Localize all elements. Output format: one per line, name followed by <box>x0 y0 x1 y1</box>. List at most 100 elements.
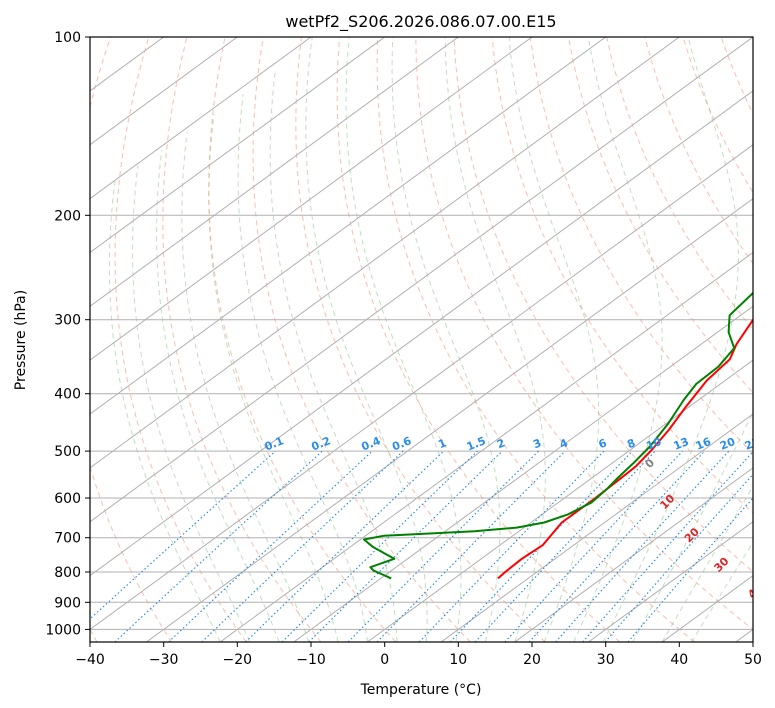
mixing-ratio-line <box>281 450 478 642</box>
mixing-ratio-label: 10 <box>644 435 663 453</box>
dry-adiabat <box>252 37 471 642</box>
x-tick-label: 0 <box>380 652 389 668</box>
moist-adiabat <box>508 37 600 642</box>
mixing-ratio-line <box>474 450 656 642</box>
moist-adiabat <box>444 37 546 642</box>
moist-adiabat <box>632 411 753 642</box>
mixing-ratio-label: 13 <box>672 435 691 453</box>
isotherm-line <box>293 305 753 642</box>
y-tick-label: 500 <box>54 444 81 460</box>
mixing-ratio-label: 25 <box>743 435 762 453</box>
mixing-ratio-line <box>376 450 566 642</box>
isotherm-line <box>90 90 753 577</box>
isotherm-line <box>440 413 753 642</box>
x-tick-label: −40 <box>75 652 105 668</box>
isotherm-line <box>367 359 753 642</box>
mixing-ratio-label: 16 <box>694 435 713 453</box>
mixing-ratio-line <box>347 450 539 642</box>
y-tick-label: 100 <box>54 30 81 46</box>
x-tick-label: −20 <box>223 652 253 668</box>
moist-adiabat <box>132 165 251 642</box>
x-tick-label: 20 <box>523 652 541 668</box>
isotherm-line <box>514 467 753 642</box>
mixing-ratio-line <box>604 473 753 642</box>
moist-adiabat <box>237 94 368 642</box>
y-tick-label: 1000 <box>45 622 81 638</box>
moist-adiabat <box>345 37 462 642</box>
dry-adiabat <box>295 37 546 642</box>
moist-adiabat <box>305 37 428 642</box>
x-tick-label: 10 <box>449 652 467 668</box>
moist-adiabat <box>661 485 753 642</box>
isotherm-line <box>146 197 753 642</box>
isotherm-line <box>90 37 753 523</box>
isotherm-line <box>90 37 606 415</box>
moist-adiabat <box>156 149 280 642</box>
y-tick-label: 600 <box>54 491 81 507</box>
y-tick-label: 300 <box>54 313 81 329</box>
mixing-ratio-line <box>555 450 730 642</box>
isotherm-line <box>90 37 680 469</box>
dry-adiabat <box>529 37 753 455</box>
isotherm-line <box>588 521 753 642</box>
mixing-ratio-line <box>449 450 633 642</box>
isotherm-line <box>90 37 533 361</box>
plot-area: 0.10.20.40.611.5234681013162025303601020… <box>90 37 765 642</box>
mixing-ratio-line <box>504 450 683 642</box>
x-tick-label: −30 <box>149 652 179 668</box>
mixing-ratio-line <box>308 450 503 642</box>
y-tick-label: 200 <box>54 208 81 224</box>
isotherm-line <box>90 37 238 146</box>
y-tick-label: 900 <box>54 595 81 611</box>
dewpoint-line <box>363 291 753 580</box>
x-axis: −40 −30 −20 −10 0 10 20 30 40 50 <box>75 642 762 668</box>
moist-adiabat <box>108 180 221 642</box>
dry-adiabat <box>114 37 247 642</box>
moist-adiabat <box>602 37 739 642</box>
x-axis-label: Temperature (°C) <box>360 682 482 698</box>
isotherm-line <box>219 251 753 642</box>
mixing-ratio-lines <box>90 450 753 642</box>
moist-adiabat <box>181 132 310 642</box>
mixing-ratio-label: 8 <box>625 436 637 451</box>
temperature-line <box>497 317 753 580</box>
x-tick-label: 40 <box>670 652 688 668</box>
mixing-ratio-line <box>528 450 706 642</box>
mixing-ratio-line <box>245 450 445 642</box>
dry-adiabat <box>415 37 753 631</box>
x-tick-label: 30 <box>597 652 615 668</box>
y-tick-label: 400 <box>54 387 81 403</box>
dry-adiabat <box>453 37 753 573</box>
isotherm-line <box>90 37 385 254</box>
moist-adiabat-label: 40 <box>745 581 765 601</box>
isotherm-line <box>90 37 459 307</box>
mixing-ratio-label: 1 <box>436 436 448 451</box>
moist-adiabat <box>269 72 398 642</box>
isotherm-line <box>90 144 753 631</box>
mixing-ratio-line <box>418 450 605 642</box>
mixing-ratio-line <box>90 450 276 620</box>
mixing-ratio-label: 20 <box>718 435 737 453</box>
profile-series <box>363 291 753 580</box>
dry-adiabat <box>568 37 753 394</box>
moist-adiabats <box>108 37 753 642</box>
y-axis-label: Pressure (hPa) <box>13 290 29 390</box>
mixing-ratio-line <box>582 450 753 642</box>
mixing-ratio-line <box>201 450 404 642</box>
moist-adiabat <box>573 37 663 642</box>
chart-title: wetPf2_S206.2026.086.07.00.E15 <box>285 12 556 32</box>
dry-adiabat <box>162 37 322 642</box>
dry-adiabat <box>90 37 173 642</box>
x-tick-label: 50 <box>744 652 762 668</box>
dry-adiabat <box>491 37 753 514</box>
moist-adiabat <box>208 114 339 642</box>
y-axis: 100 200 300 400 500 600 700 800 900 1000 <box>45 30 90 638</box>
y-tick-label: 700 <box>54 531 81 547</box>
x-tick-label: −10 <box>296 652 326 668</box>
grid <box>90 37 753 642</box>
moist-adiabat <box>391 37 501 642</box>
mixing-ratio-label: 3 <box>531 436 543 451</box>
y-tick-label: 800 <box>54 565 81 581</box>
isotherm-line <box>90 37 312 200</box>
